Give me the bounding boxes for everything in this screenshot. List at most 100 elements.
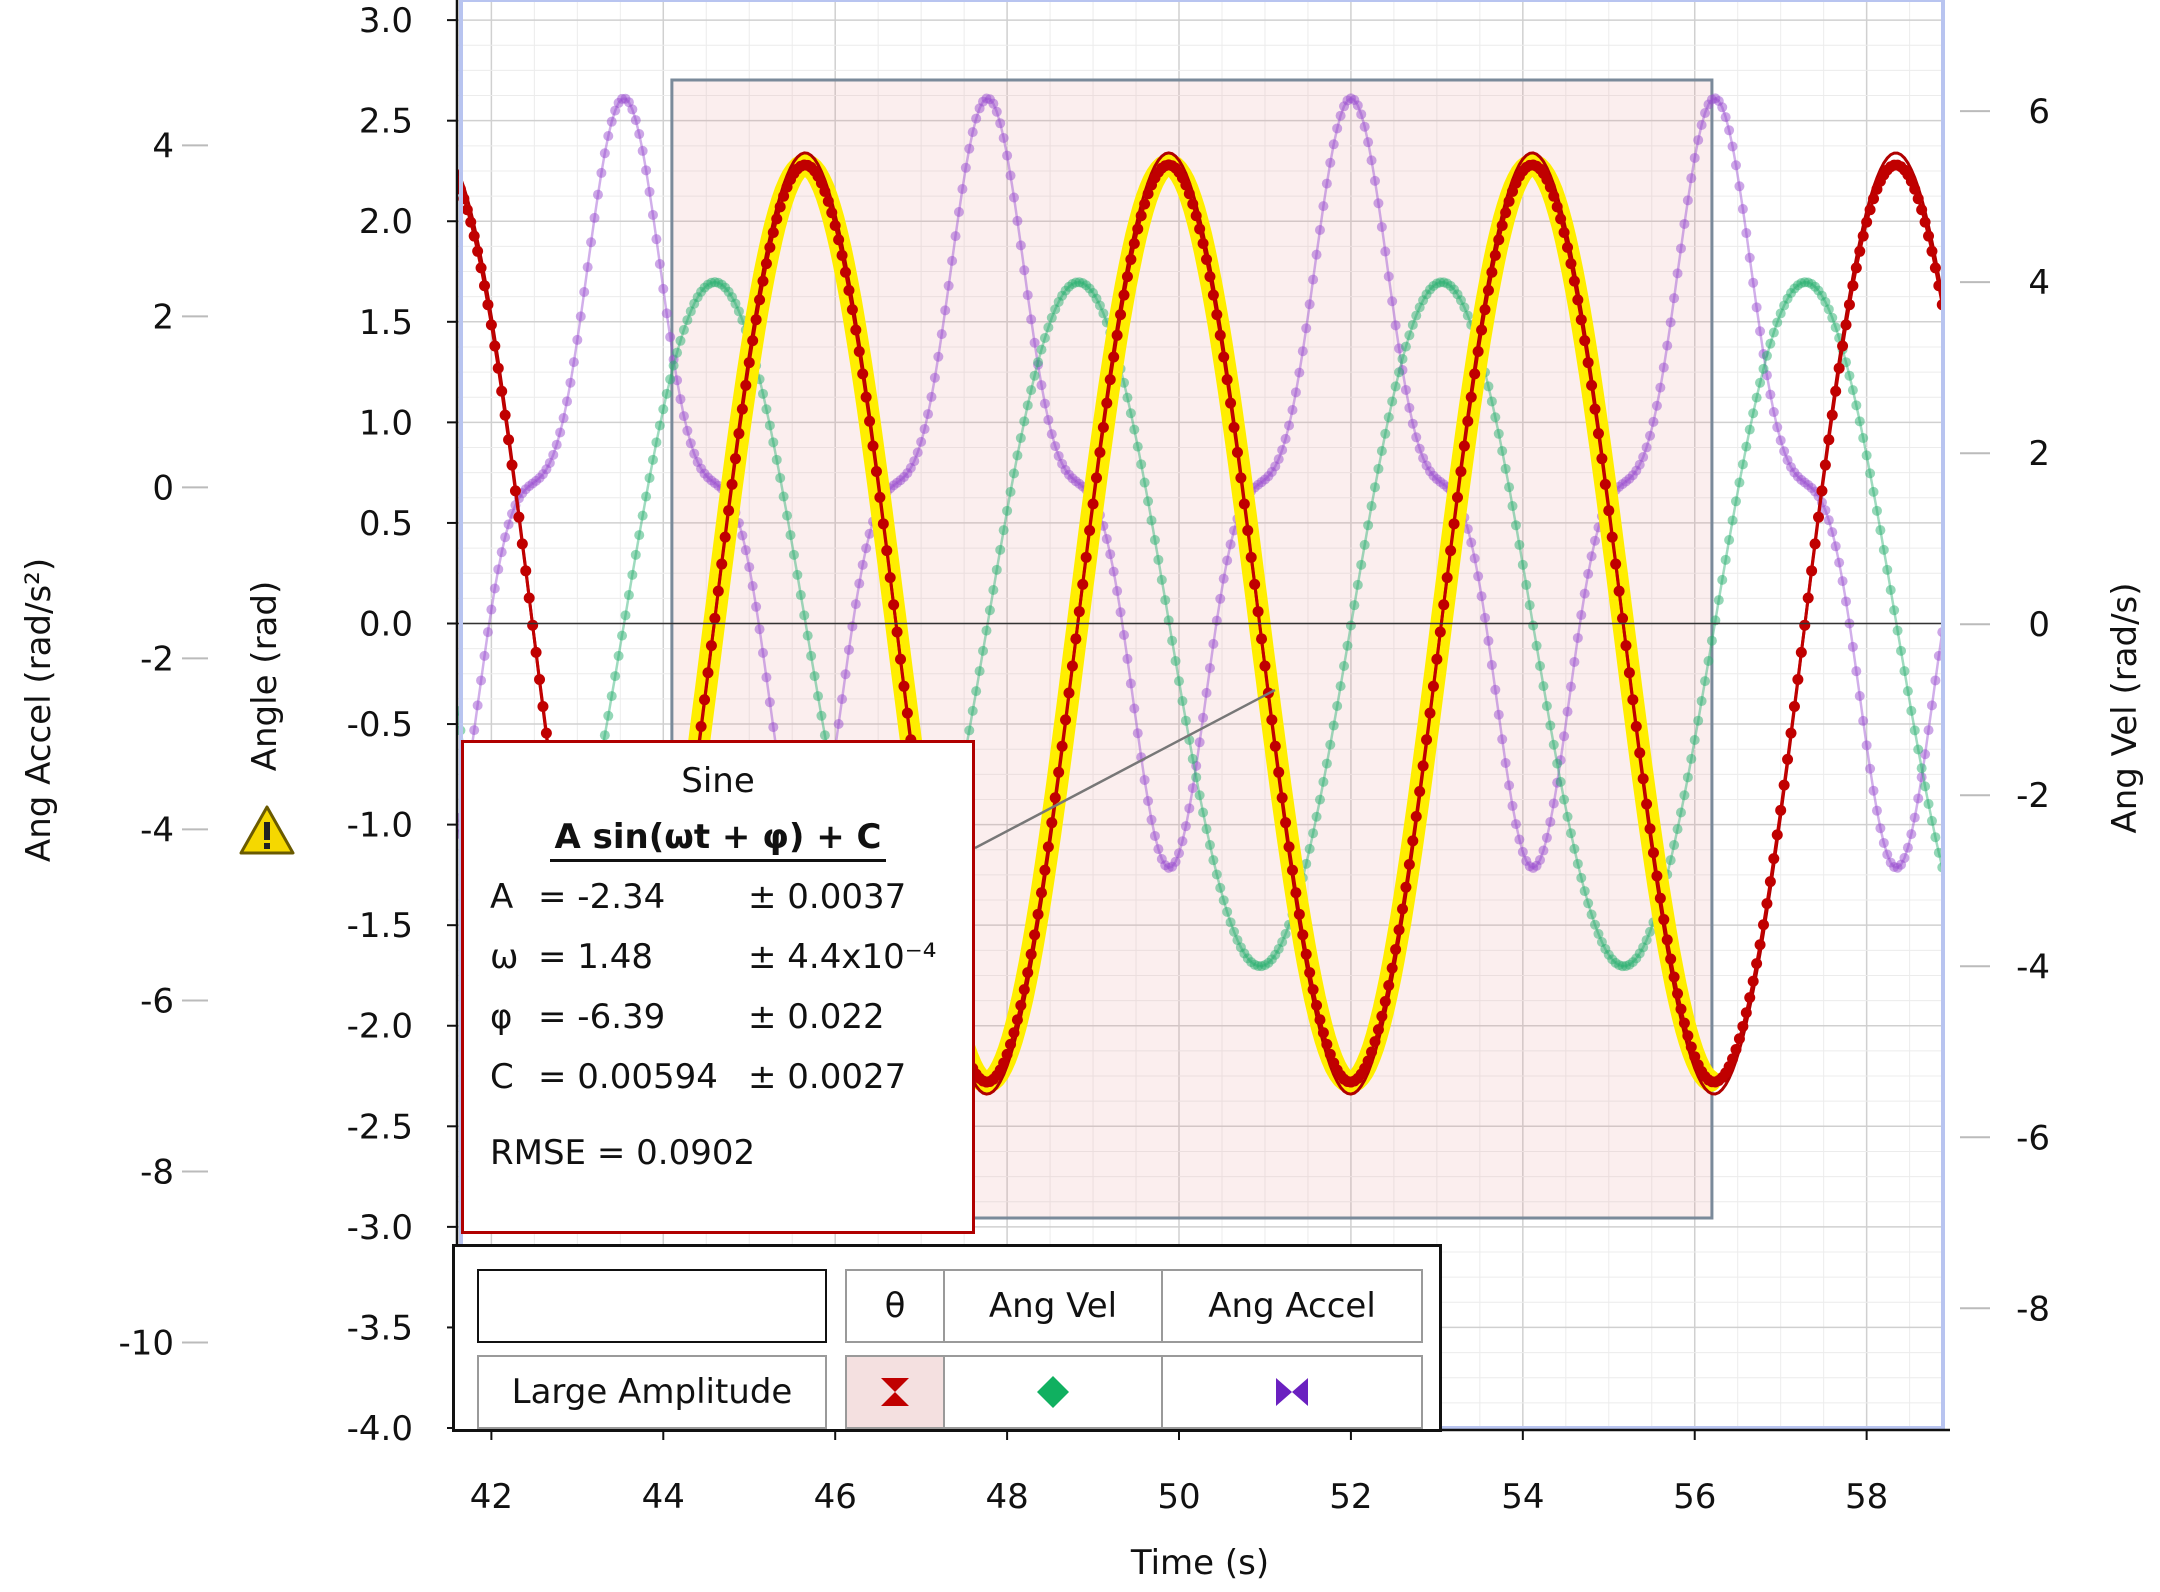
ang-accel-point [1700,108,1711,119]
ang-accel-point [1565,681,1576,692]
legend-header-theta[interactable]: θ [845,1269,945,1343]
theta-point [1864,204,1876,216]
ang-accel-point [988,98,999,109]
ang-vel-point [1758,363,1769,374]
theta-point [1868,193,1880,205]
theta-point [1572,294,1584,306]
theta-point [1682,1030,1694,1042]
theta-point [1400,881,1412,893]
ang-vel-point [1314,794,1325,805]
warning-triangle-icon[interactable] [238,804,296,856]
ang-vel-point [1194,790,1205,801]
ang-accel-point [1407,418,1418,429]
ang-accel-point [1363,137,1374,148]
ang-accel-point [953,206,964,217]
legend-header-ang-accel[interactable]: Ang Accel [1161,1269,1423,1343]
theta-point [1434,626,1446,638]
legend-ang-vel-marker-cell[interactable] [943,1355,1163,1429]
ang-accel-point [1586,551,1597,562]
ang-vel-point [1672,824,1683,835]
ang-accel-point [916,436,927,447]
legend-run-name[interactable]: Large Amplitude [477,1355,827,1429]
ang-vel-point [1830,322,1841,333]
theta-point [1623,667,1635,679]
theta-point [1063,687,1075,699]
theta-point [857,368,869,380]
ang-accel-point [1376,221,1387,232]
ang-vel-point [1854,416,1865,427]
ang-accel-point [596,167,607,178]
theta-point [1672,988,1684,1000]
x-tick-label: 42 [470,1477,513,1517]
theta-point [874,491,886,503]
ang-accel-point [940,305,951,316]
legend-header-ang-vel[interactable]: Ang Vel [943,1269,1163,1343]
theta-point [1589,403,1601,415]
theta-point [726,478,738,490]
theta-point [1916,204,1928,216]
theta-point [1005,1038,1017,1050]
ang-accel-point [1882,849,1893,860]
ang-vel-point [1679,790,1690,801]
ang-vel-point [1277,937,1288,948]
ang-vel-point [668,360,679,371]
theta-point [1073,606,1085,618]
ang-accel-point [634,129,645,140]
theta-point [1568,275,1580,287]
theta-point [1854,245,1866,257]
theta-point [509,485,521,497]
legend-ang-accel-marker-cell[interactable] [1161,1355,1423,1429]
ang-accel-point [548,449,559,460]
theta-point [1544,181,1556,193]
ang-accel-point [1871,805,1882,816]
ang-vel-point [606,691,617,702]
ang-vel-point [1043,322,1054,333]
x-tick-label: 50 [1157,1477,1200,1517]
theta-point [1754,939,1766,951]
theta-point [1053,766,1065,778]
ang-accel-point [1387,296,1398,307]
ang-vel-point [1641,935,1652,946]
theta-point [1637,773,1649,785]
theta-point [523,592,535,604]
ang-vel-point [634,530,645,541]
curve-fit-box[interactable]: Sine A sin(ωt + φ) + C A = -2.34 ± 0.003… [461,740,975,1234]
ang-accel-point [1332,123,1343,134]
ang-vel-point [1029,370,1040,381]
ang-accel-point [558,413,569,424]
theta-point [1187,198,1199,210]
ang-vel-point [1713,595,1724,606]
ang-vel-point [1923,798,1934,809]
ang-accel-point [493,564,504,575]
ang-vel-point [1404,330,1415,341]
theta-point [1816,485,1828,497]
theta-point [1479,304,1491,316]
ang-vel-point [617,630,628,641]
ang-accel-point [1277,445,1288,456]
theta-point [1582,357,1594,369]
ang-vel-point [1376,446,1387,457]
theta-point [843,284,855,296]
theta-point [1211,309,1223,321]
vel-tick-label: -8 [2016,1289,2050,1329]
theta-point [1489,249,1501,261]
theta-point [1372,1024,1384,1036]
ang-accel-point [1648,416,1659,427]
ang-vel-point [1593,928,1604,939]
angle-tick-label: -1.5 [347,906,413,946]
theta-point [1049,792,1061,804]
ang-vel-point [761,404,772,415]
ang-accel-point [1352,100,1363,111]
ang-vel-point [1744,424,1755,435]
legend-blank-cell[interactable] [477,1269,827,1343]
ang-accel-point [544,457,555,468]
theta-point [867,440,879,452]
ang-vel-point [1015,433,1026,444]
ang-vel-point [682,315,693,326]
ang-vel-point [1022,400,1033,411]
angle-tick-label: -3.0 [347,1208,413,1248]
vel-tick-label: 2 [2028,434,2050,474]
ang-vel-point [1669,840,1680,851]
ang-vel-point [995,544,1006,555]
legend-theta-marker-cell[interactable] [845,1355,945,1429]
